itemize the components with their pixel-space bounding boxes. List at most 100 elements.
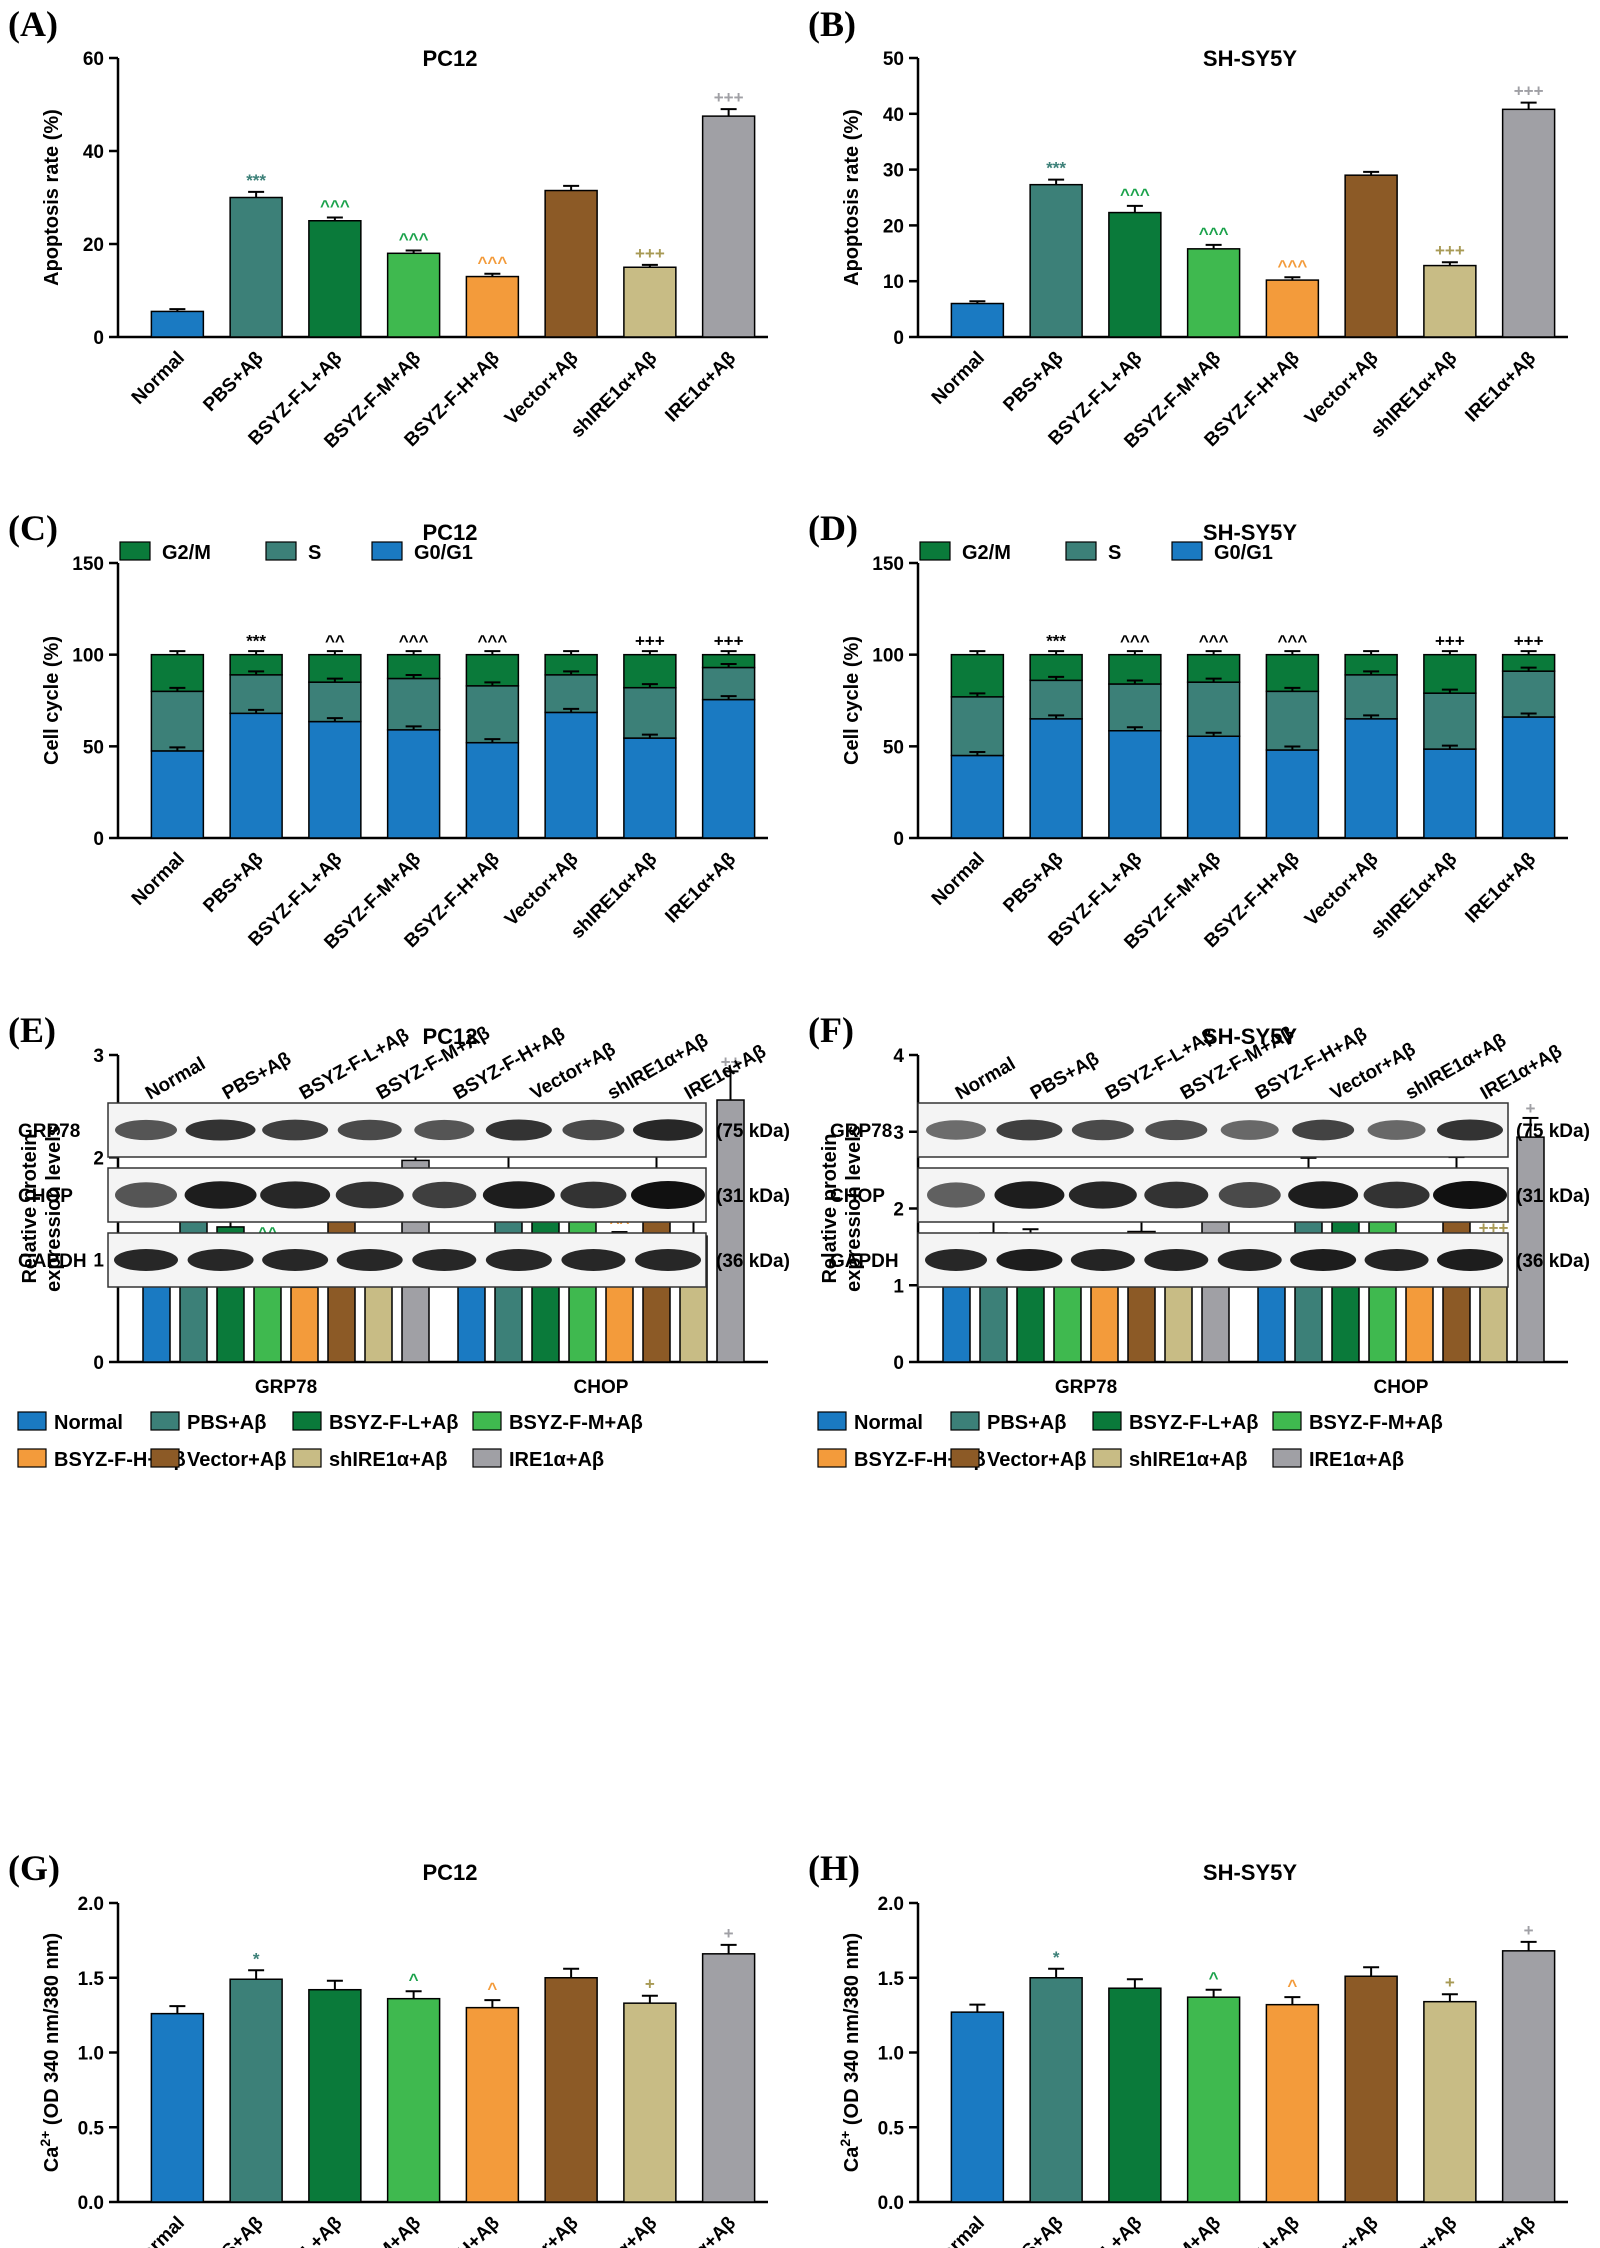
- category-label: CHOP: [574, 1377, 629, 1398]
- y-tick-label: 1.0: [878, 2044, 904, 2065]
- legend-swatch: [950, 1411, 980, 1431]
- bar-segment-g0g1: [1344, 718, 1398, 839]
- bar: [942, 1284, 971, 1363]
- legend-swatch: [950, 1448, 980, 1468]
- blot-band: [1144, 1181, 1209, 1209]
- blot-band: [561, 1249, 626, 1271]
- y-axis-label-part: 2+: [37, 2131, 53, 2147]
- y-tick-label: 1: [93, 1251, 104, 1272]
- category-label: PBS+Aβ: [199, 2213, 267, 2248]
- bar-segment-s: [1344, 674, 1398, 720]
- bar-segment-g0g1: [1265, 749, 1320, 839]
- category-label: shIRE1α+Aβ: [567, 2213, 661, 2248]
- blot-band: [1433, 1181, 1507, 1209]
- significance-mark: ^^^: [1199, 632, 1229, 651]
- bar: [1265, 279, 1320, 338]
- y-axis-label-line: Relative protein: [819, 1133, 841, 1283]
- y-tick-label: 4: [893, 1046, 904, 1067]
- significance-mark: ***: [246, 171, 266, 190]
- legend-swatch: [1065, 541, 1097, 561]
- y-tick-label: 40: [883, 105, 904, 126]
- y-tick-label: 0: [893, 328, 904, 349]
- legend-label: IRE1α+Aβ: [509, 1449, 604, 1471]
- blot-band: [633, 1119, 703, 1141]
- bar-segment-s: [1186, 681, 1241, 738]
- significance-mark: ^^^: [1277, 632, 1307, 651]
- significance-mark: ^^^: [1120, 185, 1150, 204]
- blot-band: [336, 1249, 403, 1271]
- legend-swatch: [817, 1411, 847, 1431]
- legend-swatch: [1092, 1448, 1122, 1468]
- legend-label: G0/G1: [1214, 542, 1273, 564]
- bar: [308, 1988, 362, 2203]
- bar-segment-g0g1: [1501, 716, 1556, 839]
- bar-segment-g0g1: [229, 712, 283, 839]
- blot-band: [1437, 1119, 1503, 1141]
- significance-mark: +++: [714, 632, 744, 651]
- blot-row-label: CHOP: [830, 1186, 885, 1207]
- panel-label: (G): [8, 1848, 60, 1888]
- bar: [1257, 1284, 1286, 1363]
- blot-band: [262, 1249, 329, 1271]
- panel-label: (F): [808, 1010, 854, 1050]
- y-axis-label-part: 2+: [837, 2131, 853, 2147]
- blot-lane-label: Normal: [142, 1053, 209, 1104]
- blot-band: [115, 1119, 177, 1141]
- bar-segment-s: [950, 696, 1005, 757]
- category-label: Normal: [128, 849, 189, 910]
- category-label: shIRE1α+Aβ: [1367, 2213, 1461, 2248]
- y-tick-label: 0.0: [78, 2193, 104, 2214]
- legend-label: G2/M: [162, 542, 211, 564]
- bar: [544, 189, 598, 338]
- blot-row-label: GAPDH: [830, 1251, 899, 1272]
- blot-band: [414, 1119, 475, 1141]
- significance-mark: ^^^: [320, 196, 350, 215]
- legend-swatch: [292, 1448, 322, 1468]
- chart-title: SH-SY5Y: [1203, 1024, 1297, 1049]
- blot-band: [1437, 1249, 1503, 1271]
- bar-segment-g0g1: [701, 698, 756, 839]
- legend-swatch: [150, 1448, 180, 1468]
- bar: [229, 1978, 283, 2203]
- blot-band: [260, 1181, 331, 1209]
- blot-band: [925, 1249, 987, 1271]
- bar: [1186, 1996, 1241, 2203]
- bar: [150, 2012, 205, 2203]
- legend-swatch: [150, 1411, 180, 1431]
- y-tick-label: 60: [83, 49, 104, 70]
- y-tick-label: 2.0: [878, 1894, 904, 1915]
- bar: [701, 115, 756, 338]
- blot-band: [335, 1181, 404, 1209]
- y-axis-label-line: expression levels: [843, 1125, 865, 1292]
- bar-segment-s: [701, 666, 756, 701]
- y-tick-label: 0: [893, 1353, 904, 1374]
- bar: [950, 2011, 1005, 2203]
- legend-label: shIRE1α+Aβ: [329, 1449, 447, 1471]
- bar: [1108, 211, 1162, 338]
- legend-swatch: [17, 1448, 47, 1468]
- blot-size-label: (36 kDa): [716, 1251, 790, 1272]
- y-axis-label-part: (OD 340 nm/380 nm): [41, 1933, 63, 2131]
- bar-segment-s: [1423, 692, 1477, 750]
- significance-mark: *: [253, 1949, 260, 1968]
- y-axis-label: Relative protein expression levels: [819, 1125, 865, 1292]
- category-label: Vector+Aβ: [1301, 348, 1383, 430]
- panel-label: (H): [808, 1848, 860, 1888]
- blot-band: [485, 1119, 552, 1141]
- blot-band: [1068, 1181, 1137, 1209]
- category-label: Vector+Aβ: [1301, 849, 1383, 931]
- bar-segment-s: [1029, 679, 1083, 720]
- y-axis-label: Apoptosis rate (%): [41, 109, 63, 286]
- legend-label: Vector+Aβ: [187, 1449, 286, 1471]
- y-tick-label: 150: [872, 554, 904, 575]
- blot-band: [1218, 1182, 1281, 1208]
- y-tick-label: 100: [872, 646, 904, 667]
- blot-size-label: (31 kDa): [716, 1186, 790, 1207]
- legend-label: BSYZ-F-L+Aβ: [329, 1412, 458, 1434]
- y-tick-label: 150: [72, 554, 104, 575]
- legend-swatch: [1092, 1411, 1122, 1431]
- bar-segment-g2m: [1265, 653, 1320, 693]
- legend-swatch: [1171, 541, 1203, 561]
- chart-title: SH-SY5Y: [1203, 520, 1297, 545]
- bar-segment-g0g1: [623, 737, 677, 839]
